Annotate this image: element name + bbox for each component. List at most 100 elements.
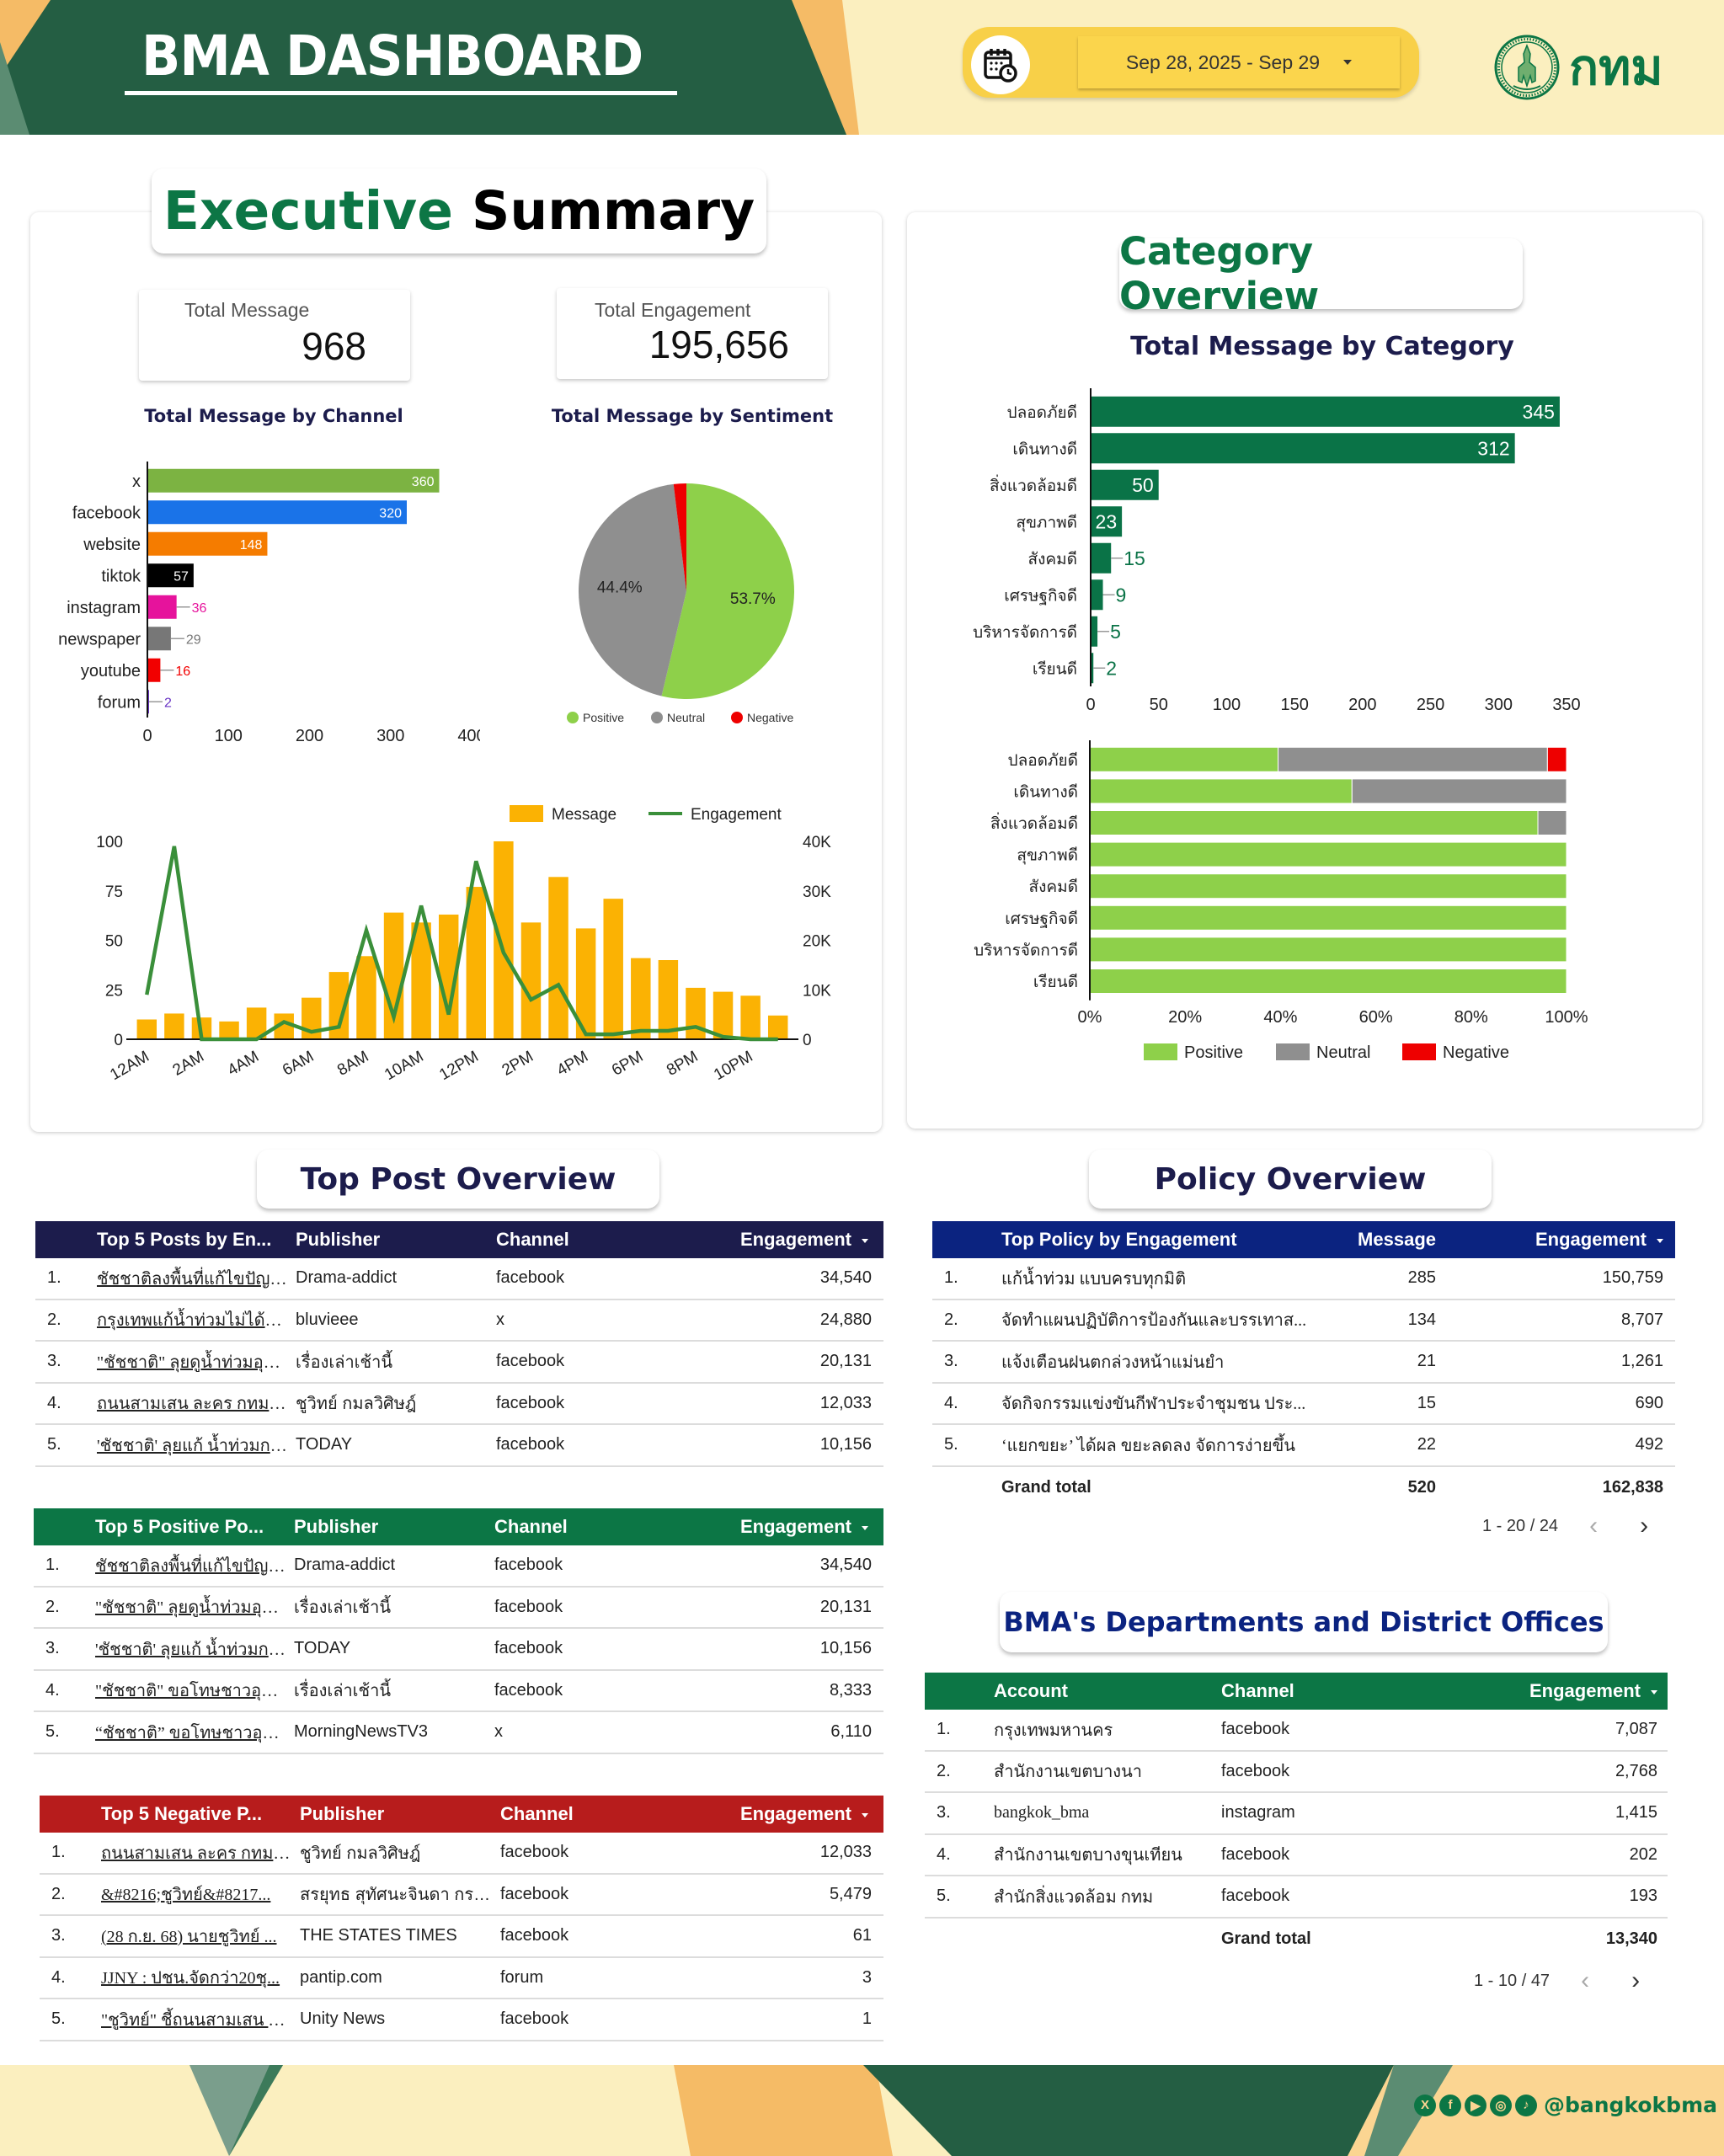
stacked-segment-neutral[interactable]	[1278, 746, 1548, 772]
bar-youtube[interactable]	[147, 658, 161, 682]
column-header-publisher[interactable]: Publisher	[294, 1516, 379, 1537]
post-link[interactable]: ถนนสามเสน ละคร กทม. . ...	[97, 1395, 296, 1414]
column-header-engagement[interactable]: Engagement	[665, 1229, 883, 1251]
bar-category-1[interactable]	[1091, 433, 1515, 464]
bar-x[interactable]	[147, 468, 440, 493]
row-rank: 1.	[47, 1268, 61, 1288]
bar-newspaper[interactable]	[147, 627, 171, 651]
column-header-policy[interactable]: Top Policy by Engagement	[1001, 1229, 1237, 1250]
facebook-icon[interactable]: f	[1438, 2094, 1461, 2116]
post-link[interactable]: (28 ก.ย. 68) นายชูวิทย์ ...	[101, 1927, 277, 1946]
stacked-segment-positive[interactable]	[1089, 905, 1567, 931]
pie-slice-positive[interactable]	[661, 483, 794, 699]
column-header-account[interactable]: Account	[994, 1680, 1068, 1701]
bar-1AM[interactable]	[164, 1013, 184, 1039]
bar-category-3[interactable]	[1091, 506, 1123, 537]
bar-category-5[interactable]	[1091, 579, 1103, 611]
bar-7PM[interactable]	[658, 960, 679, 1039]
post-link[interactable]: 'ชัชชาติ' ลุยแก้ น้ำท่วมกลา...	[97, 1436, 296, 1455]
post-link[interactable]: "ชัชชาติ" ลุยดูน้ำท่วมอุดม...	[97, 1353, 296, 1372]
previous-page-button[interactable]: ‹	[1581, 1967, 1590, 1994]
bar-facebook[interactable]	[147, 500, 407, 525]
bar-2PM[interactable]	[520, 922, 542, 1039]
stacked-segment-neutral[interactable]	[1537, 810, 1567, 835]
bar-11PM[interactable]	[767, 1015, 788, 1039]
stacked-segment-positive[interactable]	[1089, 810, 1539, 835]
stacked-segment-positive[interactable]	[1089, 937, 1567, 963]
stacked-segment-negative[interactable]	[1546, 746, 1567, 772]
social-handle[interactable]: @bangkokbma	[1543, 2093, 1717, 2117]
stacked-segment-positive[interactable]	[1089, 746, 1279, 772]
bar-12PM[interactable]	[466, 887, 487, 1039]
publisher: ชูวิทย์ กมลวิศิษฎ์	[300, 1844, 421, 1863]
column-header-channel[interactable]: Channel	[1221, 1680, 1294, 1701]
bar-instagram[interactable]	[147, 595, 177, 619]
engagement-line[interactable]	[145, 846, 778, 1042]
stacked-segment-positive[interactable]	[1089, 778, 1353, 804]
post-link[interactable]: "ชัชชาติ" ลุยดูน้ำท่วมอุดม...	[95, 1598, 294, 1618]
previous-page-button[interactable]: ‹	[1589, 1512, 1599, 1540]
bar-3PM[interactable]	[548, 877, 568, 1039]
bar-1PM[interactable]	[494, 841, 514, 1039]
bar-11AM[interactable]	[438, 914, 459, 1039]
bar-3AM[interactable]	[219, 1021, 239, 1039]
column-header-channel[interactable]: Channel	[494, 1516, 568, 1537]
bar-5AM[interactable]	[274, 1013, 294, 1039]
column-header-post[interactable]: Top 5 Positive Po...	[95, 1516, 264, 1537]
bar-10PM[interactable]	[740, 995, 761, 1039]
bar-4PM[interactable]	[575, 928, 596, 1039]
column-header-engagement[interactable]: Engagement	[1436, 1229, 1663, 1251]
bar-12AM[interactable]	[136, 1019, 157, 1040]
bar-10AM[interactable]	[411, 922, 431, 1039]
post-link[interactable]: JJNY : ปชน.จัดกว่า20ชุ...	[101, 1969, 280, 1988]
bar-website[interactable]	[147, 531, 268, 556]
bar-6PM[interactable]	[631, 958, 651, 1039]
bar-9PM[interactable]	[713, 991, 734, 1039]
stacked-segment-positive[interactable]	[1089, 969, 1567, 994]
post-link[interactable]: ชัชชาติลงพื้นที่แก้ไขปัญหา...	[97, 1269, 296, 1289]
column-header-post[interactable]: Top 5 Posts by En...	[97, 1229, 272, 1250]
youtube-icon[interactable]: ▶	[1464, 2094, 1486, 2116]
column-header-message[interactable]: Message	[1358, 1229, 1436, 1250]
bar-category-6[interactable]	[1091, 616, 1098, 647]
next-page-button[interactable]: ›	[1640, 1512, 1649, 1540]
tiktok-icon[interactable]: ♪	[1514, 2094, 1537, 2116]
column-header-post[interactable]: Top 5 Negative P...	[101, 1803, 263, 1824]
column-header-engagement[interactable]: Engagement	[669, 1803, 883, 1825]
bar-5PM[interactable]	[603, 899, 623, 1039]
stacked-segment-positive[interactable]	[1089, 841, 1567, 867]
title-underline	[125, 91, 677, 95]
bar-tiktok[interactable]	[147, 563, 194, 588]
bar-7AM[interactable]	[328, 972, 350, 1039]
pie-slice-neutral[interactable]	[579, 483, 686, 696]
post-link[interactable]: "ชัชชาติ" ขอโทษชาวอุดมสุ...	[95, 1682, 294, 1701]
column-header-channel[interactable]: Channel	[496, 1229, 569, 1250]
bar-8AM[interactable]	[356, 956, 376, 1039]
next-page-button[interactable]: ›	[1631, 1967, 1641, 1994]
bar-8PM[interactable]	[686, 987, 706, 1039]
post-link[interactable]: ชัชชาติลงพื้นที่แก้ไขปัญหา...	[95, 1556, 294, 1576]
bar-category-2[interactable]	[1091, 469, 1159, 500]
bar-category-0[interactable]	[1091, 396, 1560, 427]
post-link[interactable]: &#8216;ชูวิทย์&#8217...	[101, 1886, 271, 1905]
post-link[interactable]: "ชูวิทย์" ชี้ถนนสามเสน ละ...	[101, 2010, 300, 2030]
date-range-picker[interactable]: Sep 28, 2025 - Sep 29	[1078, 36, 1400, 88]
post-link[interactable]: ถนนสามเสน ละคร กทม. . ...	[101, 1844, 300, 1863]
column-header-publisher[interactable]: Publisher	[300, 1803, 385, 1824]
instagram-icon[interactable]: ◎	[1489, 2094, 1512, 2116]
stacked-segment-positive[interactable]	[1089, 873, 1567, 899]
bar-4AM[interactable]	[246, 1007, 267, 1039]
column-header-channel[interactable]: Channel	[500, 1803, 574, 1824]
bar-category-7[interactable]	[1091, 653, 1094, 684]
post-link[interactable]: กรุงเทพแก้น้ำท่วมไม่ได้สัก...	[97, 1311, 296, 1331]
pie-slice-negative[interactable]	[673, 483, 686, 591]
post-link[interactable]: 'ชัชชาติ' ลุยแก้ น้ำท่วมกลา...	[95, 1640, 294, 1659]
column-header-engagement[interactable]: Engagement	[663, 1516, 883, 1538]
x-icon[interactable]: X	[1413, 2094, 1436, 2116]
post-link[interactable]: “ชัชชาติ” ขอโทษชาวอุดมสุ...	[95, 1723, 294, 1742]
stacked-segment-neutral[interactable]	[1351, 778, 1567, 804]
bar-category-4[interactable]	[1091, 542, 1112, 574]
column-header-publisher[interactable]: Publisher	[296, 1229, 381, 1250]
legend-swatch	[1144, 1043, 1177, 1060]
column-header-engagement[interactable]: Engagement	[1432, 1680, 1657, 1702]
